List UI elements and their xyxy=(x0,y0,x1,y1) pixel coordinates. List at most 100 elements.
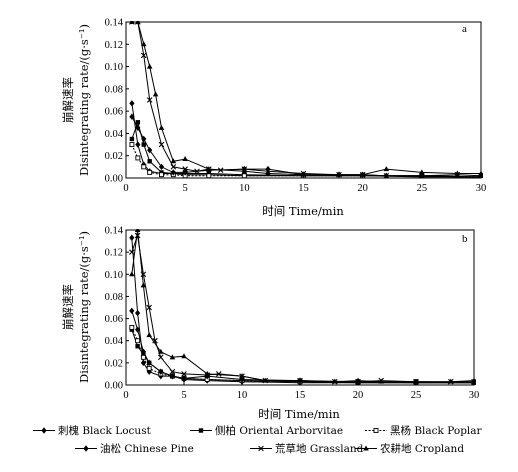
data-point xyxy=(129,113,135,120)
data-point xyxy=(182,166,188,172)
x-axis-label-b: 时间 Time/min xyxy=(258,407,340,421)
data-point xyxy=(129,271,135,277)
legend-label: 油松 Chinese Pine xyxy=(100,442,194,455)
series-4 xyxy=(129,113,483,178)
data-point xyxy=(135,21,141,24)
data-point xyxy=(135,120,141,125)
data-point xyxy=(170,169,176,176)
data-point xyxy=(241,173,247,178)
data-point xyxy=(135,141,141,148)
legend-marker xyxy=(83,445,89,452)
data-point xyxy=(378,378,384,384)
x-tick-label: 5 xyxy=(183,183,188,194)
y-tick-label: 0.04 xyxy=(105,129,124,140)
data-point xyxy=(140,52,147,59)
data-point xyxy=(146,97,153,103)
data-point xyxy=(383,172,390,178)
data-point xyxy=(262,377,268,383)
y-axis-label-en-b: Disintegrating rate/(g·s⁻¹) xyxy=(77,231,91,383)
data-point xyxy=(241,168,248,174)
data-point xyxy=(182,156,188,162)
data-point xyxy=(413,378,419,384)
data-point xyxy=(129,142,135,148)
data-point xyxy=(140,354,146,360)
data-point xyxy=(135,344,140,349)
data-point xyxy=(169,368,176,375)
data-point xyxy=(355,377,361,383)
x-tick-label: 0 xyxy=(123,390,128,401)
legend-label: 黑杨 Black Poplar xyxy=(390,424,483,437)
legend-item-1: 刺槐 Black Locust xyxy=(33,424,152,437)
series-line xyxy=(131,229,475,383)
data-point xyxy=(129,234,135,241)
data-point xyxy=(216,371,222,377)
series-5 xyxy=(129,232,476,385)
series-5 xyxy=(129,21,483,178)
x-tick-label: 25 xyxy=(417,183,428,194)
y-tick-label: 0.10 xyxy=(105,270,123,281)
series-line xyxy=(131,103,481,178)
data-point xyxy=(146,332,152,338)
data-point xyxy=(448,378,454,384)
data-point xyxy=(147,169,153,175)
y-tick-label: 0.08 xyxy=(105,292,123,303)
data-point xyxy=(181,375,187,382)
x-tick-label: 5 xyxy=(181,390,186,401)
legend-label: 荒草地 Grassland xyxy=(275,442,364,455)
data-point xyxy=(194,168,200,175)
legend-label: 农耕地 Cropland xyxy=(380,442,464,455)
data-point xyxy=(419,169,425,175)
data-point xyxy=(141,142,146,147)
y-tick-label: 0.00 xyxy=(105,381,123,392)
data-point xyxy=(129,307,135,315)
data-point xyxy=(147,146,153,154)
data-point xyxy=(135,326,141,333)
legend-item-2: 侧柏 Oriental Arborvitae xyxy=(190,424,343,437)
y-tick-label: 0.00 xyxy=(105,174,123,185)
y-tick-label: 0.14 xyxy=(105,226,124,237)
y-tick-label: 0.06 xyxy=(105,314,123,325)
series-6 xyxy=(129,229,476,384)
y-axis-label-cn-a: 崩解速率 xyxy=(61,77,75,123)
y-tick-label: 0.02 xyxy=(105,358,123,369)
series-line xyxy=(131,237,474,384)
data-point xyxy=(146,63,153,69)
data-point xyxy=(159,172,164,178)
data-point xyxy=(359,171,366,177)
data-point xyxy=(140,282,147,288)
y-tick-label: 0.14 xyxy=(105,18,124,29)
x-tick-label: 20 xyxy=(357,183,368,194)
data-point xyxy=(206,173,212,178)
legend-label: 刺槐 Black Locust xyxy=(58,424,152,437)
data-point xyxy=(152,91,159,97)
data-point xyxy=(265,170,271,176)
series-1 xyxy=(129,234,476,385)
x-tick-label: 25 xyxy=(411,390,422,401)
data-point xyxy=(471,377,476,383)
data-point xyxy=(141,135,147,143)
data-point xyxy=(181,371,187,377)
panel-label-a: a xyxy=(462,23,467,35)
data-point xyxy=(146,359,152,367)
legend-marker xyxy=(41,427,47,434)
data-point xyxy=(129,100,135,107)
series-2 xyxy=(129,120,483,178)
x-tick-label: 10 xyxy=(239,183,250,194)
data-point xyxy=(158,163,165,171)
y-tick-label: 0.02 xyxy=(105,151,123,162)
data-point xyxy=(169,354,176,360)
data-point xyxy=(336,171,342,177)
legend-item-5: 荒草地 Grassland xyxy=(250,442,364,455)
data-point xyxy=(297,377,303,383)
series-6 xyxy=(129,21,483,177)
legend-marker xyxy=(373,428,379,433)
plot-frame xyxy=(125,21,482,179)
data-point xyxy=(135,309,141,317)
data-point xyxy=(147,159,152,164)
y-axis-label-cn-b: 崩解速率 xyxy=(61,284,75,330)
chart-panel-b: b 时间 Time/min 崩解速率 Disintegrating rate/(… xyxy=(61,226,479,422)
data-point xyxy=(129,249,135,255)
legend: 刺槐 Black Locust 侧柏 Oriental Arborvitae 黑杨 … xyxy=(33,424,483,455)
legend-label: 侧柏 Oriental Arborvitae xyxy=(215,424,343,437)
